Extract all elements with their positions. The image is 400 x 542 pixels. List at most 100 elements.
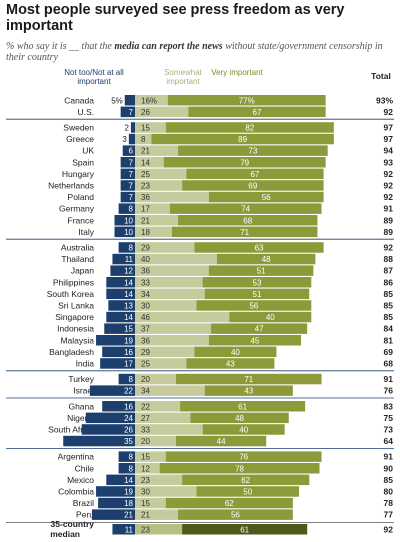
bar-very-important-sri-lanka	[196, 300, 312, 311]
value-somewhat-important-japan: 36	[141, 267, 150, 276]
value-not-important-greece: 3	[122, 135, 127, 144]
bar-somewhat-important-nigeria	[135, 412, 191, 424]
value-very-important-south-korea: 51	[253, 290, 262, 299]
bar-somewhat-important-greece	[135, 133, 152, 145]
row-label-canada: Canada	[64, 95, 94, 105]
value-not-important-canada: 5%	[111, 96, 123, 105]
row-label-philippines: Philippines	[53, 277, 94, 287]
value-total-argentina: 91	[384, 452, 394, 462]
value-not-important-sweden: 2	[124, 123, 129, 132]
legend-very-important: Very important	[211, 68, 263, 77]
bar-not-important-brazil	[98, 497, 135, 509]
value-total-australia: 92	[384, 242, 394, 252]
row-label-colombia: Colombia	[58, 486, 94, 496]
bar-somewhat-important-brazil	[135, 497, 166, 509]
value-somewhat-important-poland: 36	[141, 193, 150, 202]
value-very-important-sweden: 82	[245, 123, 254, 132]
value-total-uk: 94	[384, 146, 394, 156]
value-very-important-canada: 77%	[239, 96, 255, 105]
bar-somewhat-important-argentina	[135, 451, 166, 462]
bar-somewhat-important-philippines	[135, 277, 203, 288]
value-total-brazil: 78	[384, 498, 394, 508]
bar-somewhat-important-south-africa	[135, 424, 203, 435]
bar-very-important-thailand	[217, 253, 316, 265]
value-somewhat-important-canada: 16%	[141, 96, 157, 105]
value-somewhat-important-u-s: 26	[141, 108, 150, 117]
row-label-nigeria: Nigeria	[67, 413, 94, 423]
value-very-important-indonesia: 47	[255, 325, 264, 334]
value-not-important-indonesia: 15	[124, 325, 133, 334]
value-very-important-brazil: 62	[225, 499, 234, 508]
bar-somewhat-important-canada	[135, 95, 168, 106]
value-somewhat-important-thailand: 40	[141, 255, 150, 264]
bar-not-important-canada	[124, 95, 135, 106]
row-label-israel: Israel	[73, 386, 94, 396]
bar-somewhat-important-peru	[135, 509, 179, 520]
row-label-france: France	[68, 215, 95, 225]
bar-very-important-japan	[208, 265, 314, 276]
value-not-important-kenya: 35	[124, 437, 133, 446]
value-very-important-mexico: 62	[241, 476, 250, 485]
row-label-germany: Germany	[59, 204, 95, 214]
bar-somewhat-important-australia	[135, 242, 195, 253]
bar-not-important-argentina	[118, 451, 135, 462]
value-total-france: 89	[384, 215, 394, 225]
value-somewhat-important-chile: 12	[141, 464, 150, 473]
bar-very-important-median	[182, 524, 308, 535]
value-not-important-spain: 7	[129, 158, 134, 167]
subtitle-emphasis: media can report the news	[114, 41, 223, 52]
value-somewhat-important-colombia: 30	[141, 487, 150, 496]
bar-not-important-u-s	[120, 106, 135, 118]
value-very-important-greece: 89	[238, 135, 247, 144]
value-total-south-korea: 85	[384, 289, 394, 299]
bar-very-important-philippines	[202, 277, 312, 288]
value-total-japan: 87	[384, 266, 394, 276]
bar-not-important-france	[114, 215, 135, 226]
value-total-turkey: 91	[384, 374, 394, 384]
bar-very-important-italy	[171, 226, 318, 238]
chart-subtitle: % who say it is __ that the media can re…	[6, 41, 396, 63]
value-very-important-uk: 73	[248, 147, 257, 156]
value-somewhat-important-greece: 8	[141, 135, 146, 144]
bar-very-important-argentina	[165, 451, 322, 462]
value-total-israel: 76	[384, 386, 394, 396]
row-label-spain: Spain	[72, 157, 94, 167]
value-total-ghana: 83	[384, 401, 394, 411]
value-somewhat-important-australia: 29	[141, 243, 150, 252]
value-somewhat-important-uk: 21	[141, 147, 150, 156]
value-very-important-thailand: 48	[262, 255, 271, 264]
value-total-canada: 93%	[376, 95, 393, 105]
value-somewhat-important-sri-lanka: 30	[141, 301, 150, 310]
bar-somewhat-important-italy	[135, 226, 172, 238]
row-label-netherlands: Netherlands	[48, 180, 94, 190]
subtitle-prefix: % who say it is __ that the	[6, 41, 115, 52]
row-label-italy: Italy	[78, 227, 94, 237]
bar-somewhat-important-netherlands	[135, 180, 183, 191]
row-label-japan: Japan	[71, 266, 94, 276]
bar-not-important-chile	[118, 463, 135, 474]
value-not-important-ghana: 16	[124, 402, 133, 411]
value-very-important-italy: 71	[240, 228, 249, 237]
value-very-important-u-s: 67	[253, 108, 262, 117]
value-total-mexico: 85	[384, 475, 394, 485]
value-somewhat-important-spain: 14	[141, 158, 150, 167]
value-total-bangladesh: 69	[384, 347, 394, 357]
bar-somewhat-important-ghana	[135, 401, 181, 412]
value-not-important-sri-lanka: 13	[124, 301, 133, 310]
bar-very-important-spain	[163, 157, 326, 168]
value-very-important-median: 61	[240, 525, 249, 534]
row-label-south-korea: South Korea	[47, 289, 95, 299]
bar-somewhat-important-turkey	[135, 373, 176, 385]
bar-somewhat-important-malaysia	[135, 335, 209, 346]
value-not-important-uk: 6	[129, 147, 134, 156]
row-label-sri-lanka: Sri Lanka	[58, 300, 94, 310]
row-label-ghana: Ghana	[68, 401, 94, 411]
value-total-germany: 91	[384, 204, 394, 214]
bar-somewhat-important-indonesia	[135, 323, 211, 334]
value-total-colombia: 80	[384, 486, 394, 496]
bar-not-important-greece	[128, 133, 135, 145]
legend-total: Total	[371, 71, 391, 81]
bar-not-important-sri-lanka	[108, 300, 135, 311]
bar-very-important-south-korea	[204, 288, 310, 300]
